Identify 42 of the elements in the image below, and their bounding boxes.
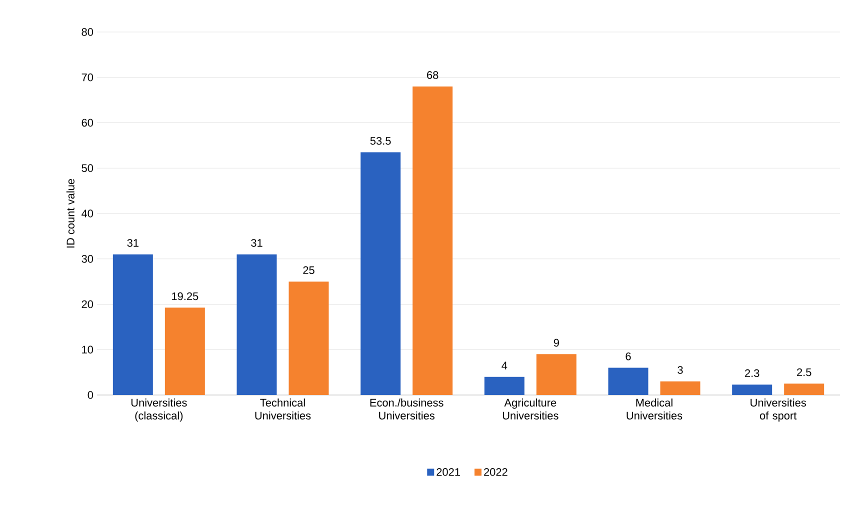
data-label: 19.25 xyxy=(172,292,198,300)
bar xyxy=(288,282,329,395)
data-label: 68 xyxy=(427,71,438,79)
data-label: 2.3 xyxy=(745,369,760,378)
x-tick-label: Universities of sport xyxy=(750,398,806,422)
bar xyxy=(784,384,824,395)
bar xyxy=(112,254,153,395)
x-tick-label: Medical Universities xyxy=(626,398,682,420)
data-label: 31 xyxy=(251,239,262,247)
data-label: 25 xyxy=(303,266,314,274)
y-tick-label: 80 xyxy=(82,28,94,36)
bar xyxy=(536,354,576,395)
data-label: 6 xyxy=(626,352,631,360)
y-tick-label: 40 xyxy=(82,210,94,218)
y-tick-label: 30 xyxy=(82,255,94,263)
bar xyxy=(660,381,700,395)
bar xyxy=(164,308,205,395)
legend-label: 2022 xyxy=(484,468,508,476)
y-axis-title: ID count value xyxy=(66,178,74,248)
y-tick-label: 10 xyxy=(82,346,94,354)
bar xyxy=(484,376,524,395)
x-tick-label: Agriculture Universities xyxy=(502,398,558,420)
bar xyxy=(236,254,277,395)
y-tick-label: 50 xyxy=(82,164,94,172)
data-label: 31 xyxy=(127,239,138,247)
data-label: 53.5 xyxy=(370,136,391,145)
x-tick-label: Universities (classical) xyxy=(131,398,187,422)
x-tick-label: Technical Universities xyxy=(255,398,311,420)
y-tick-label: 20 xyxy=(82,300,94,308)
data-label: 4 xyxy=(502,362,508,370)
bar xyxy=(732,384,772,395)
y-tick-label: 70 xyxy=(82,74,94,82)
data-label: 3 xyxy=(678,366,683,374)
bar xyxy=(360,152,401,395)
data-label: 2.5 xyxy=(797,368,812,376)
bar xyxy=(608,368,648,395)
x-tick-label: Econ./business Universities xyxy=(370,398,444,420)
y-tick-label: 0 xyxy=(88,391,94,399)
y-tick-label: 60 xyxy=(82,118,94,127)
legend-label: 2021 xyxy=(436,468,460,476)
bar xyxy=(412,86,453,395)
data-label: 9 xyxy=(554,338,559,347)
